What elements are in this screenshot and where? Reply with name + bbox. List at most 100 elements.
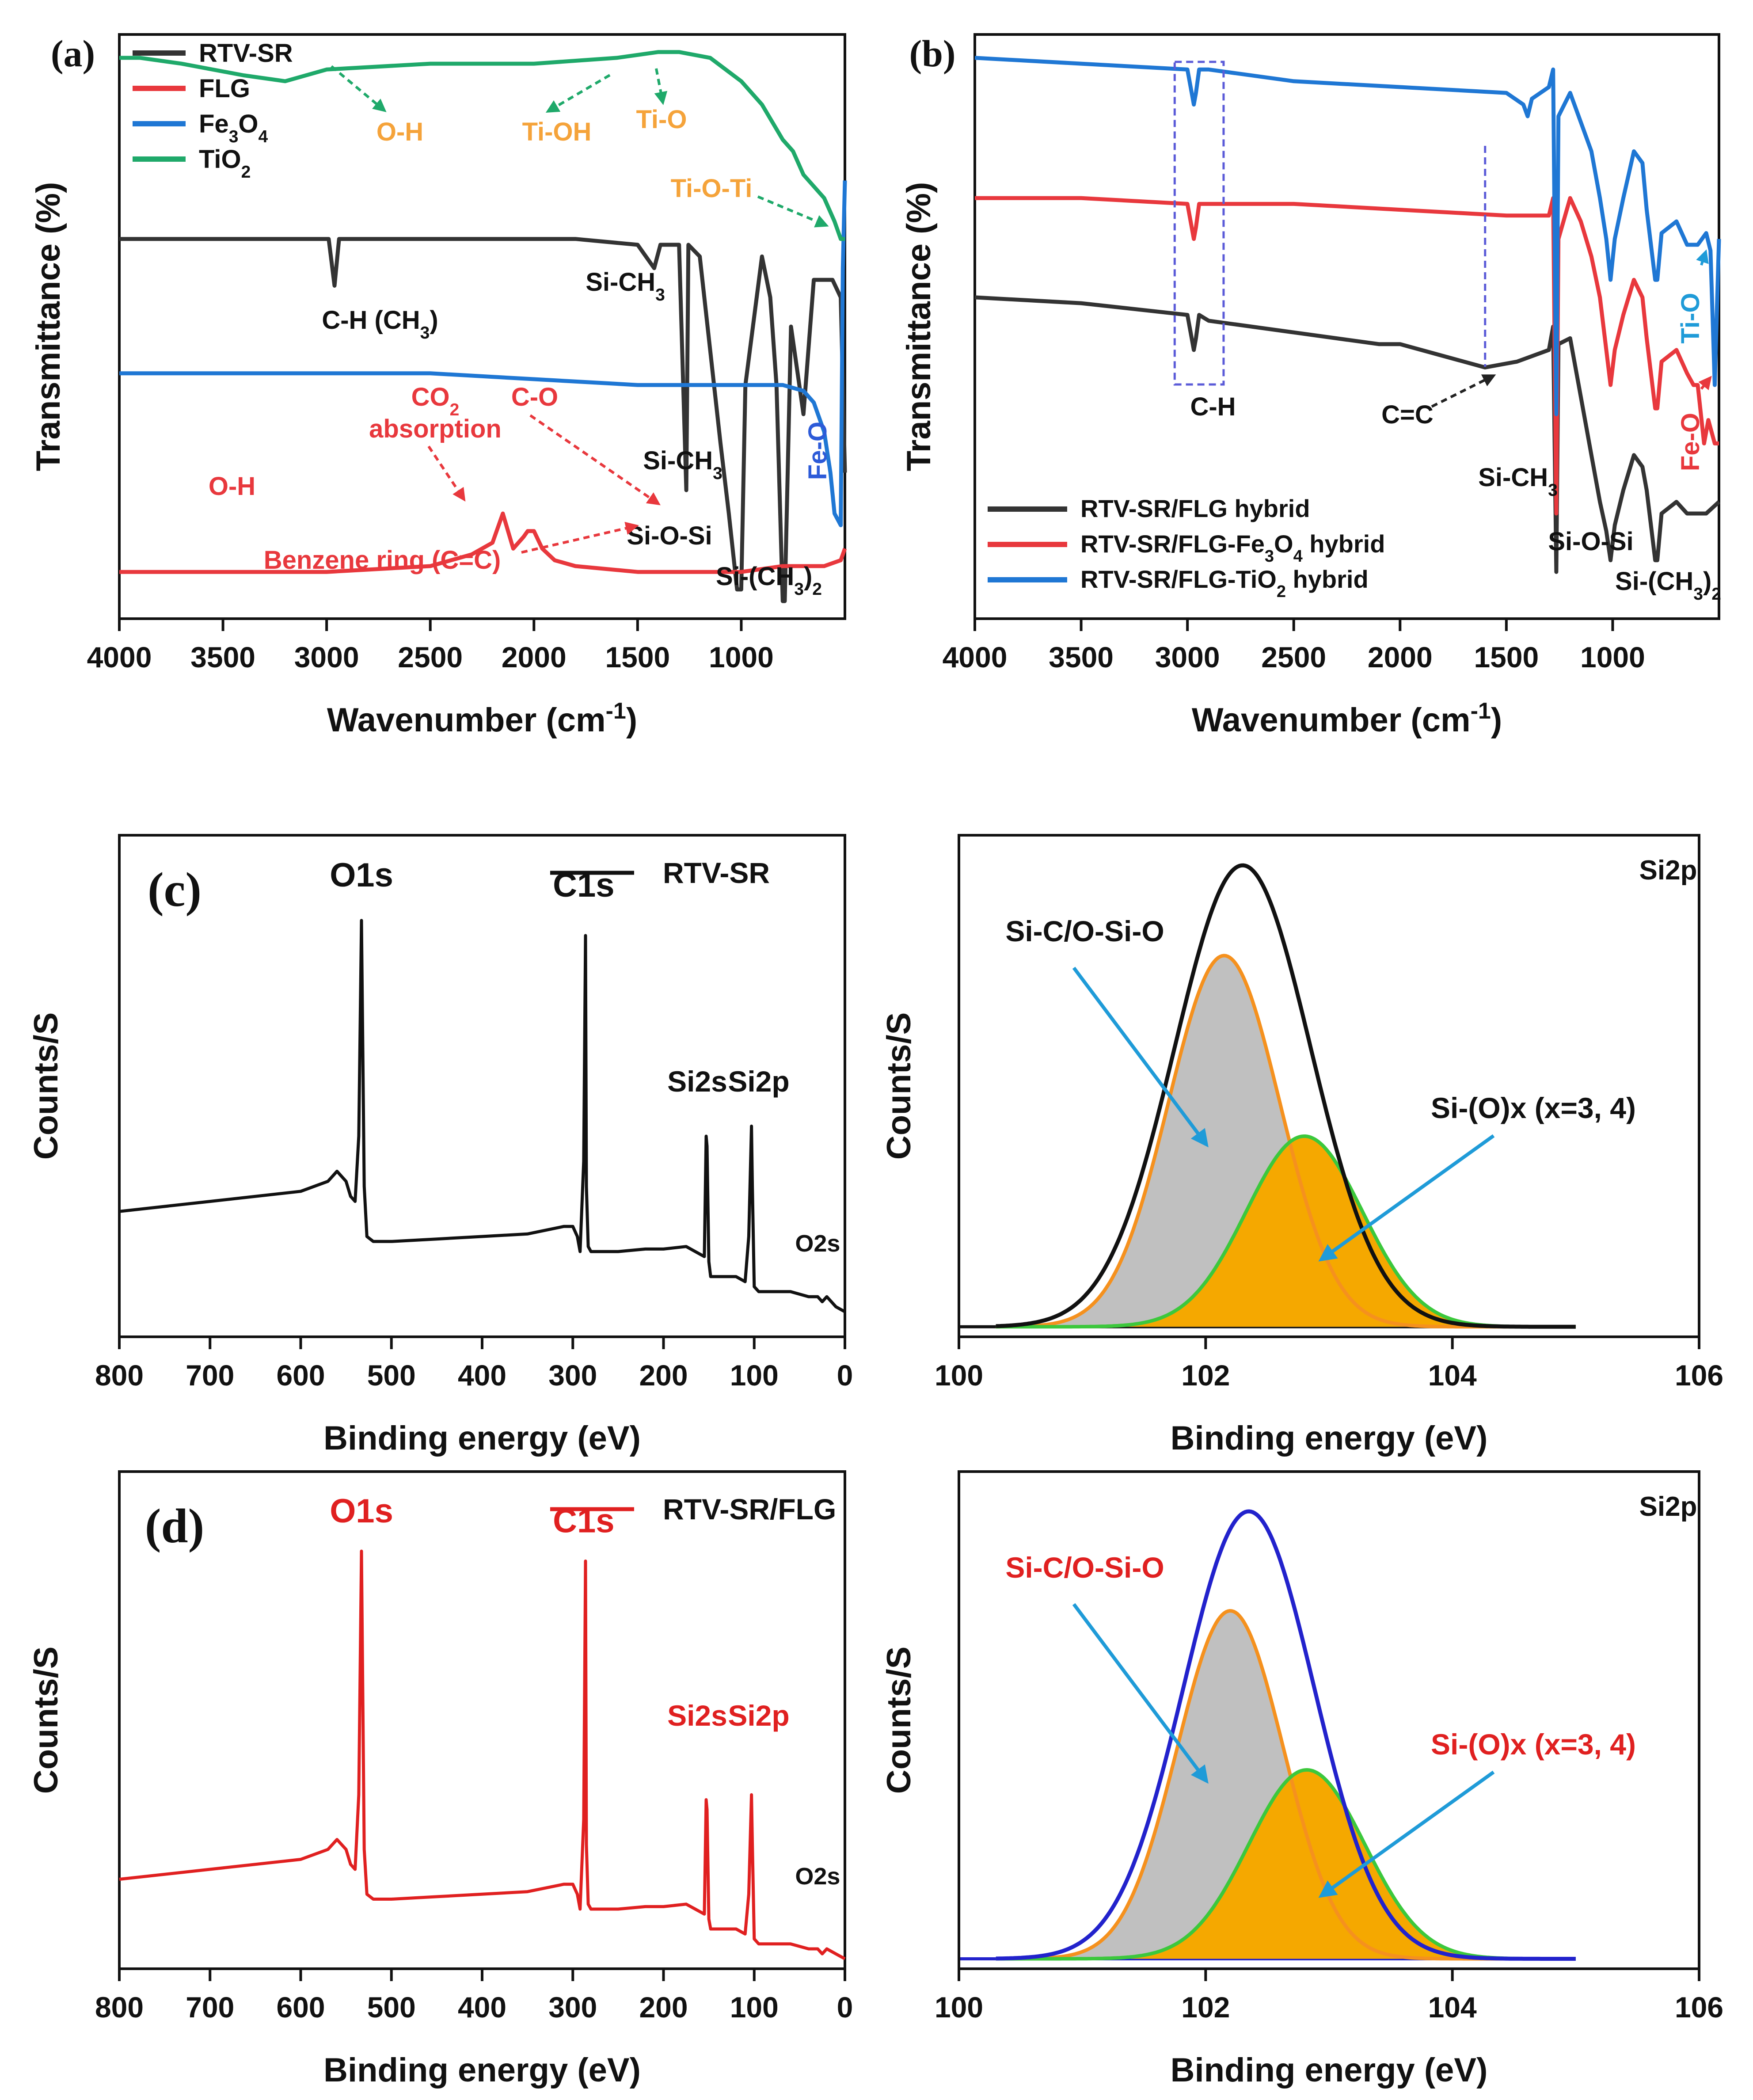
annotation-arrow (1698, 376, 1712, 391)
peak-label-c1s: C1s (553, 1503, 614, 1540)
legend-label: RTV-SR/FLG hybrid (1080, 495, 1310, 522)
x-tick-label: 100 (730, 1991, 779, 2024)
peak-fill-si-o-x-x-3-4- (996, 1136, 1576, 1327)
panel-label: (d) (145, 1499, 204, 1553)
x-tick-label: 600 (276, 1359, 325, 1392)
peak-label-o2s: O2s (795, 1863, 840, 1890)
peak-label-si2s: Si2s (667, 1065, 727, 1098)
panel-a: 4000 3500 3000 2500 2000 1500 1000 Wavenumber (… (30, 32, 847, 739)
annotation-arrow (427, 445, 466, 502)
series-line-tio2 (119, 50, 845, 241)
x-tick-label: 100 (730, 1359, 779, 1392)
annotation-c-h-ch3: C-H (CH3) (322, 306, 438, 342)
x-tick-label: 300 (548, 1359, 597, 1392)
x-tick-label: 500 (367, 1991, 416, 2024)
annotation-arrow (1072, 1603, 1209, 1784)
y-axis-title: Counts/S (27, 1647, 65, 1794)
panel-d-survey: 800 700 600 500 400 300 200 100 0 Binding energy … (27, 1470, 853, 2089)
x-tick-label: 1500 (1474, 641, 1539, 673)
series-line-rtv-sr-flg-hybrid (974, 295, 1721, 574)
annotation-si-ch3: Si-CH3 (586, 268, 665, 304)
annotation-arrow (1696, 249, 1709, 266)
x-tick-label: 3000 (294, 641, 359, 673)
annotation-si-ch3: Si-CH3 (1478, 463, 1558, 500)
x-axis-title: Binding energy (eV) (1171, 1419, 1488, 1457)
legend-label: RTV-SR/FLG (663, 1493, 836, 1526)
plot-frame (118, 33, 846, 620)
x-tick-label: 400 (458, 1991, 506, 2024)
annotation-co2: CO2 (411, 383, 460, 419)
annotation-c-h: C-H (1190, 392, 1236, 421)
annotation-c-o: C-O (511, 383, 558, 411)
component-label-si-ox: Si-(O)x (x=3, 4) (1431, 1092, 1636, 1124)
x-tick-label: 2500 (1261, 641, 1326, 673)
x-tick-label: 4000 (87, 641, 152, 673)
peak-label-o2s: O2s (795, 1230, 840, 1257)
annotation-arrow (757, 195, 829, 228)
x-tick-label: 100 (935, 1991, 983, 2024)
peak-label-si2p: Si2p (728, 1699, 789, 1732)
highlight-box-c-h (1173, 61, 1225, 386)
peak-label-si2s: Si2s (667, 1699, 727, 1732)
panel-title: Si2p (1639, 855, 1697, 886)
panel-d-si2p: 100 102 104 106 Binding energy (eV) Counts/S S… (880, 1470, 1723, 2089)
annotation-o-h: O-H (376, 118, 423, 146)
x-tick-label: 1000 (1580, 641, 1645, 673)
annotation-ti-o-ti: Ti-O-Ti (671, 174, 753, 203)
x-tick-label: 500 (367, 1359, 416, 1392)
panel-title: Si2p (1639, 1491, 1697, 1522)
series-line-rtv-sr (119, 237, 847, 603)
annotation-arrow (545, 74, 611, 113)
annotation-arrow (529, 414, 661, 506)
peak-label-o1s: O1s (330, 856, 393, 894)
annotation-fe-o: Fe-O (1676, 413, 1705, 471)
x-tick-label: 2000 (1368, 641, 1433, 673)
x-tick-label: 4000 (943, 641, 1008, 673)
x-tick-label: 600 (276, 1991, 325, 2024)
annotation-arrow (1072, 966, 1209, 1148)
legend-label: RTV-SR (663, 856, 770, 889)
x-axis-title: Binding energy (eV) (1171, 2051, 1488, 2089)
annotation-arrow (654, 68, 668, 105)
y-axis-title: Counts/S (27, 1012, 65, 1160)
x-tick-label: 800 (95, 1359, 144, 1392)
x-axis-title: Binding energy (eV) (323, 1419, 641, 1457)
panel-label: (c) (148, 863, 202, 917)
annotation-arrow (521, 521, 639, 554)
annotation-ti-o: Ti-O (636, 105, 687, 134)
x-tick-label: 1000 (709, 641, 774, 673)
x-tick-label: 100 (935, 1359, 983, 1392)
panel-c-si2p: 100 102 104 106 Binding energy (eV) Counts/S S… (880, 834, 1723, 1457)
x-tick-label: 3500 (1049, 641, 1114, 673)
annotation-arrow (331, 65, 387, 112)
legend-label: Fe3O4 (199, 110, 268, 146)
x-tick-label: 3000 (1155, 641, 1220, 673)
annotation-si-o-si: Si-O-Si (627, 521, 712, 550)
y-axis-title: Counts/S (880, 1647, 918, 1794)
series-line-rtv-sr (119, 919, 846, 1313)
panel-label: (b) (909, 32, 955, 75)
x-tick-label: 106 (1675, 1991, 1723, 2024)
component-label-si-c: Si-C/O-Si-O (1005, 915, 1164, 947)
x-tick-label: 2500 (398, 641, 463, 673)
x-tick-label: 200 (639, 1359, 688, 1392)
plot-frame (958, 1470, 1700, 1970)
annotation-arrow (1318, 1134, 1495, 1262)
series-line-fe3o4 (119, 180, 847, 527)
panel-b: 4000 3500 3000 2500 2000 1500 1000 Wavenumber (… (900, 32, 1721, 739)
x-tick-label: 102 (1181, 1359, 1230, 1392)
annotation-si-ch3-2: Si-(CH3)2 (716, 562, 822, 599)
panel-c-survey: 800 700 600 500 400 300 200 100 0 Binding energy … (27, 834, 853, 1457)
legend-label: TiO2 (199, 145, 251, 182)
x-tick-label: 3500 (190, 641, 255, 673)
envelope-line (996, 1509, 1576, 1961)
x-tick-label: 700 (186, 1991, 234, 2024)
annotation-si-o-si: Si-O-Si (1548, 527, 1633, 556)
x-tick-label: 0 (837, 1359, 853, 1392)
legend-label: RTV-SR/FLG-TiO2 hybrid (1080, 565, 1369, 601)
peak-fill-si-c-o-si-o (996, 955, 1576, 1327)
x-tick-label: 102 (1181, 1991, 1230, 2024)
x-tick-label: 300 (548, 1991, 597, 2024)
annotation-arrow (1318, 1770, 1495, 1898)
annotation-si-ch3-2: Si-(CH3)2 (1615, 567, 1721, 604)
